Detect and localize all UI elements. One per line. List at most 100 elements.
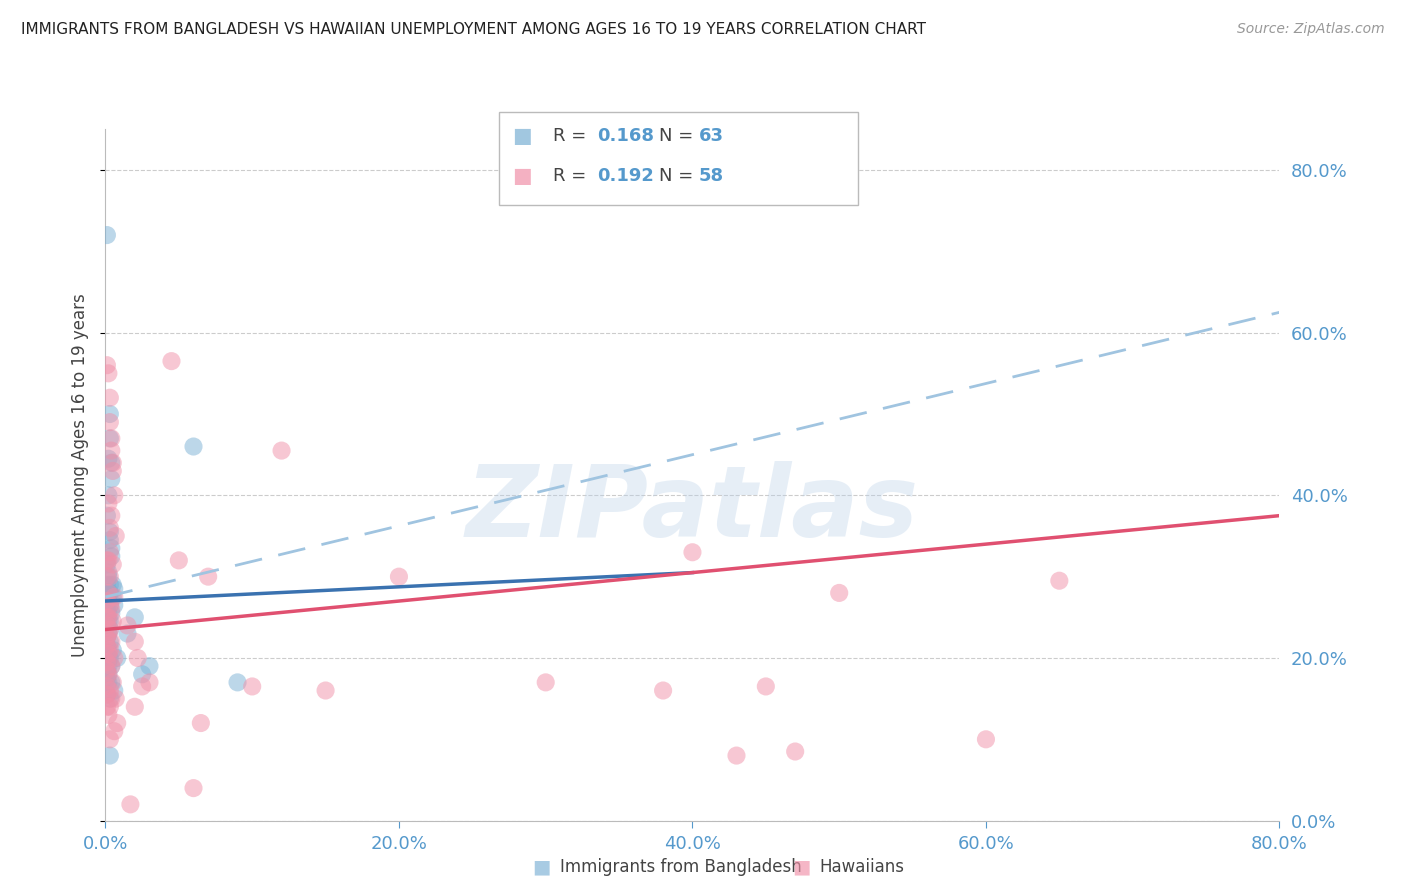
Point	[97, 667, 120, 681]
Point	[100, 549, 122, 564]
Point	[96, 594, 118, 608]
Point	[131, 667, 153, 681]
Point	[103, 683, 125, 698]
Text: ■: ■	[512, 127, 531, 146]
Point	[226, 675, 249, 690]
Point	[98, 533, 121, 547]
Point	[97, 569, 120, 583]
Text: ■: ■	[792, 857, 811, 877]
Point	[388, 569, 411, 583]
Point	[97, 615, 120, 629]
Point	[828, 586, 851, 600]
Point	[96, 358, 118, 372]
Point	[96, 586, 118, 600]
Point	[96, 610, 118, 624]
Point	[98, 623, 121, 637]
Point	[100, 634, 122, 648]
Point	[190, 716, 212, 731]
Point	[97, 667, 120, 681]
Text: N =: N =	[659, 128, 699, 145]
Point	[103, 724, 125, 739]
Point	[96, 618, 118, 632]
Point	[101, 590, 124, 604]
Point	[682, 545, 704, 559]
Point	[98, 545, 121, 559]
Point	[100, 431, 122, 445]
Point	[98, 683, 121, 698]
Point	[98, 431, 121, 445]
Point	[120, 797, 142, 812]
Point	[98, 643, 121, 657]
Point	[96, 228, 118, 243]
Point	[103, 598, 125, 612]
Point	[96, 553, 118, 567]
Point	[755, 680, 778, 694]
Point	[98, 569, 121, 583]
Point	[117, 626, 139, 640]
Point	[725, 748, 748, 763]
Point	[167, 553, 190, 567]
Point	[103, 582, 125, 596]
Text: R =: R =	[553, 128, 592, 145]
Point	[138, 675, 160, 690]
Point	[1047, 574, 1070, 588]
Point	[96, 688, 118, 702]
Point	[98, 691, 121, 706]
Text: 58: 58	[699, 167, 724, 185]
Point	[98, 651, 121, 665]
Point	[97, 647, 120, 661]
Point	[96, 655, 118, 669]
Point	[160, 354, 183, 368]
Point	[97, 594, 120, 608]
Point	[98, 634, 121, 648]
Point	[98, 732, 121, 747]
Point	[101, 578, 124, 592]
Text: Hawaiians: Hawaiians	[820, 858, 904, 876]
Point	[96, 578, 118, 592]
Point	[96, 699, 118, 714]
Point	[97, 626, 120, 640]
Point	[100, 607, 122, 621]
Point	[96, 610, 118, 624]
Point	[100, 456, 122, 470]
Point	[124, 634, 146, 648]
Point	[96, 647, 118, 661]
Point	[534, 675, 557, 690]
Point	[131, 680, 153, 694]
Point	[100, 508, 122, 523]
Point	[100, 443, 122, 458]
Point	[97, 553, 120, 567]
Point	[101, 456, 124, 470]
Point	[98, 699, 121, 714]
Point	[96, 663, 118, 677]
Point	[270, 443, 292, 458]
Point	[96, 602, 118, 616]
Point	[97, 643, 120, 657]
Point	[104, 529, 127, 543]
Point	[240, 680, 263, 694]
Point	[98, 578, 121, 592]
Point	[97, 707, 120, 722]
Point	[96, 655, 118, 669]
Point	[652, 683, 675, 698]
Point	[97, 367, 120, 381]
Point	[98, 407, 121, 421]
Point	[96, 508, 118, 523]
Point	[101, 643, 124, 657]
Point	[127, 651, 149, 665]
Point	[97, 586, 120, 600]
Text: 0.168: 0.168	[598, 128, 655, 145]
Text: 0.192: 0.192	[598, 167, 654, 185]
Point	[98, 615, 121, 629]
Point	[103, 590, 125, 604]
Text: ZIPatlas: ZIPatlas	[465, 461, 920, 558]
Point	[97, 488, 120, 502]
Point	[98, 748, 121, 763]
Point	[98, 415, 121, 429]
Point	[138, 659, 160, 673]
Point	[100, 691, 122, 706]
Text: IMMIGRANTS FROM BANGLADESH VS HAWAIIAN UNEMPLOYMENT AMONG AGES 16 TO 19 YEARS CO: IMMIGRANTS FROM BANGLADESH VS HAWAIIAN U…	[21, 22, 927, 37]
Point	[124, 610, 146, 624]
Point	[100, 659, 122, 673]
Point	[96, 663, 118, 677]
